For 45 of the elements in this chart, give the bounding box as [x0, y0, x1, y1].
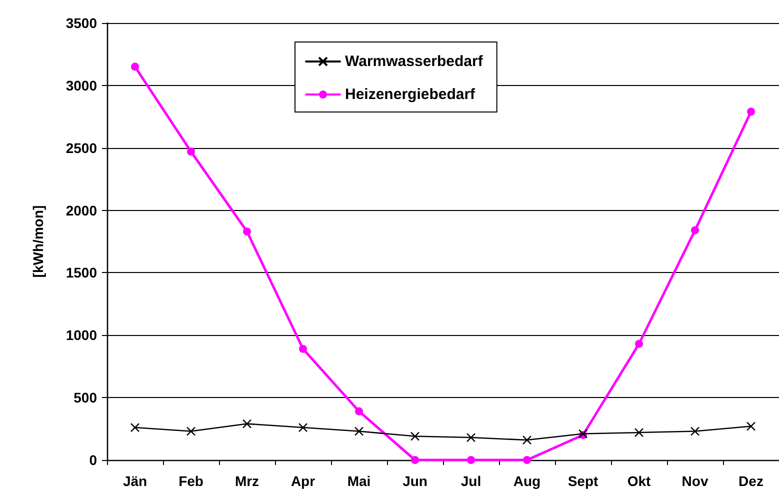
y-tick-label: 3500: [66, 15, 98, 31]
x-tick-label: Mrz: [234, 473, 260, 489]
point: [130, 422, 140, 432]
x-tick-label: Dez: [738, 473, 764, 489]
point: [187, 148, 195, 156]
x-tick-label: Nov: [682, 473, 708, 489]
point: [242, 419, 252, 428]
y-tick-label: 3000: [66, 77, 98, 94]
y-tick-label: 1000: [66, 327, 98, 344]
y-axis-title: [kWh/mon]: [30, 205, 46, 278]
point: [691, 226, 699, 234]
point: [410, 432, 420, 441]
y-tick-label: 2500: [66, 140, 98, 156]
legend-label: Warmwasserbedarf: [345, 53, 484, 70]
x-tick-label: Mai: [347, 473, 371, 489]
x-tick-label: Okt: [627, 473, 652, 489]
x-tick-label: Jul: [460, 473, 482, 489]
legend-label: Heizenergiebedarf: [345, 86, 476, 103]
point: [690, 426, 700, 436]
point: [466, 432, 476, 442]
x-tick-label: Apr: [290, 473, 316, 489]
point: [467, 456, 475, 464]
point: [522, 435, 532, 445]
point: [523, 456, 531, 464]
x-tick-label: Jun: [402, 473, 428, 489]
point: [411, 456, 419, 464]
point: [635, 340, 643, 348]
point: [299, 344, 307, 353]
point: [746, 422, 756, 431]
x-tick-label: Sept: [568, 473, 599, 489]
point: [354, 426, 364, 436]
point: [131, 62, 139, 71]
point: [355, 407, 363, 416]
y-tick-label: 2000: [66, 202, 98, 218]
y-tick-label: 500: [74, 390, 98, 406]
x-tick-label: Feb: [178, 473, 204, 489]
x-tick-label: Jän: [122, 473, 148, 489]
y-tick-label: 0: [89, 452, 98, 468]
y-tick-label: 1500: [66, 264, 98, 281]
x-tick-label: Aug: [513, 473, 541, 489]
point: [243, 228, 251, 236]
point: [298, 422, 308, 432]
point: [634, 428, 644, 438]
point: [747, 108, 755, 116]
point: [186, 426, 196, 436]
